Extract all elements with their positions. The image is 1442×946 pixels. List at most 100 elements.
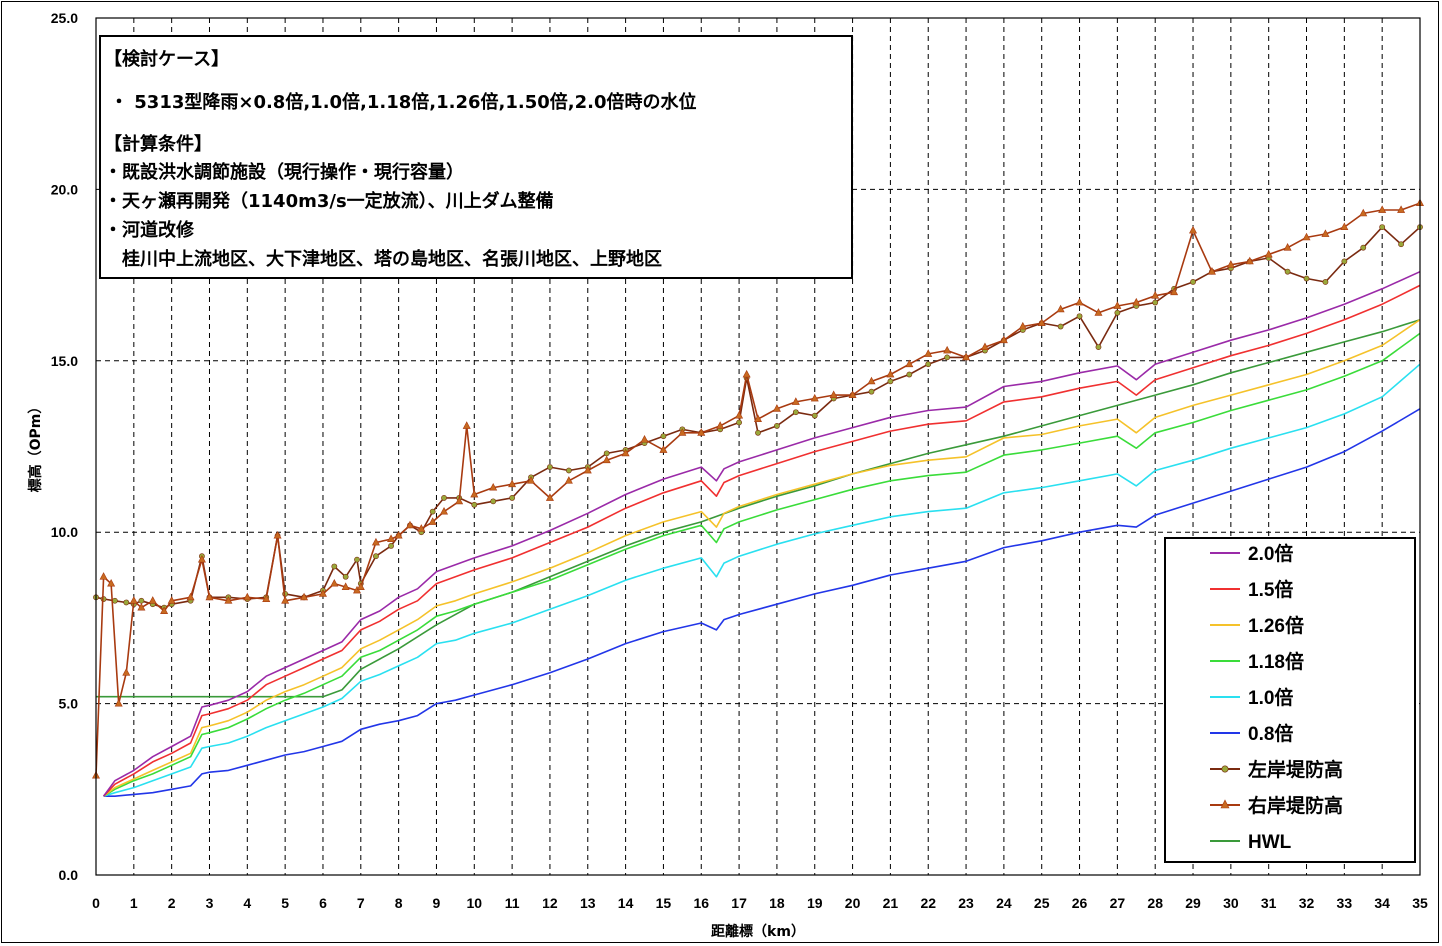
left-levee-point <box>1398 241 1404 248</box>
x-tick-label: 29 <box>1185 895 1201 911</box>
left-levee-point <box>342 573 349 580</box>
x-tick-label: 15 <box>656 895 672 911</box>
y-tick-label: 25.0 <box>51 10 78 26</box>
left-levee-point <box>1057 323 1064 330</box>
legend-marker <box>1221 765 1229 773</box>
annotation-box: 【検討ケース】 ・ 5313型降雨×0.8倍,1.0倍,1.18倍,1.26倍,… <box>99 35 853 279</box>
left-levee-point <box>1152 299 1159 306</box>
left-levee-point <box>565 467 572 474</box>
right-levee-point <box>224 596 233 604</box>
right-levee-point <box>754 414 762 422</box>
right-levee-point <box>387 534 396 542</box>
x-tick-labels: 0 1 2 3 4 5 6 7 8 9 10 11 12 13 14 15 16 17 18 19 20 21 22 23 24… <box>92 895 1428 911</box>
left-levee-point <box>354 556 360 563</box>
right-levee-point <box>829 390 838 398</box>
right-levee-point <box>114 698 123 707</box>
right-levee-point <box>621 448 630 457</box>
legend-label: 右岸堤防高 <box>1247 794 1343 817</box>
right-levee-point <box>735 411 744 419</box>
x-tick-label: 18 <box>769 895 785 911</box>
right-levee-point <box>330 578 339 587</box>
right-levee-point <box>1056 304 1065 313</box>
left-levee-point <box>660 433 667 440</box>
right-levee-point <box>886 369 895 378</box>
left-levee-point <box>429 508 436 515</box>
x-tick-label: 0 <box>92 895 100 911</box>
annotation-condition-title: 【計算条件】 <box>104 133 212 155</box>
right-levee-point <box>489 482 498 491</box>
plot-area-border <box>95 17 1421 876</box>
right-levee-point <box>772 404 781 412</box>
right-levee-point <box>462 421 471 429</box>
x-tick-label: 3 <box>206 895 214 911</box>
right-levee-point <box>440 506 449 515</box>
left-levee-point <box>792 409 799 416</box>
right-levee-point <box>455 496 464 505</box>
x-tick-label: 20 <box>845 895 861 911</box>
x-tick-label: 33 <box>1337 895 1353 911</box>
annotation-condition-4: 桂川中上流地区、大下津地区、塔の島地区、名張川地区、上野地区 <box>104 248 662 270</box>
right-levee-point <box>716 421 725 429</box>
legend-marker <box>1220 799 1230 809</box>
right-levee-point <box>1245 256 1254 265</box>
x-tick-label: 26 <box>1072 895 1088 911</box>
right-levee-point <box>999 335 1008 344</box>
left-levee-point <box>373 553 379 560</box>
left-levee-point <box>471 501 478 508</box>
right-levee-point <box>1170 287 1179 296</box>
y-tick-labels: 0.0 5.0 10.0 15.0 20.0 25.0 <box>51 10 78 883</box>
x-tick-label: 17 <box>731 895 747 911</box>
x-tick-label: 2 <box>168 895 176 911</box>
right-levee-point <box>1189 225 1198 234</box>
right-levee-point <box>905 359 914 368</box>
left-levee-point <box>925 361 932 368</box>
right-levee-point <box>148 596 157 604</box>
left-levee-point <box>906 371 913 378</box>
right-levee-point <box>341 582 350 590</box>
x-tick-label: 22 <box>920 895 936 911</box>
right-levee-point <box>1264 249 1273 258</box>
right-levee-point <box>243 592 252 601</box>
series-line-3 <box>103 332 1421 797</box>
right-levee-point <box>107 578 116 587</box>
x-tick-label: 5 <box>281 895 289 911</box>
left-levee-point <box>868 388 875 395</box>
x-tick-label: 35 <box>1412 895 1428 911</box>
left-levee-point <box>441 495 447 501</box>
right-levee-point <box>659 445 668 453</box>
annotation-condition-3: ・河道改修 <box>104 219 195 241</box>
left-levee-point <box>755 429 761 436</box>
series-line-0 <box>102 270 1421 797</box>
annotation-condition-2: ・天ヶ瀬再開発（1140m3/s一定放流）、川上ダム整備 <box>104 190 554 212</box>
legend-label: 1.26倍 <box>1248 614 1304 637</box>
x-tick-label: 28 <box>1147 895 1163 911</box>
x-tick-label: 25 <box>1034 895 1050 911</box>
x-tick-label: 24 <box>996 895 1012 911</box>
right-levee-point <box>273 530 282 539</box>
annotation-condition-1: ・既設洪水調節施設（現行操作・現行容量） <box>104 161 464 183</box>
series-line-1 <box>103 284 1421 797</box>
left-levee-point <box>1190 279 1196 285</box>
right-levee-point <box>1018 321 1027 330</box>
right-levee-point <box>564 476 573 484</box>
right-levee-point <box>205 592 214 601</box>
left-levee-point <box>388 543 394 549</box>
left-levee-point <box>1114 309 1121 316</box>
right-levee-point <box>678 428 687 436</box>
right-levee-point <box>394 530 403 539</box>
right-levee-point <box>1151 291 1160 299</box>
right-levee-point <box>508 479 517 488</box>
right-levee-point <box>137 602 146 611</box>
right-levee-point <box>791 397 800 405</box>
x-tick-label: 11 <box>505 895 520 911</box>
x-tick-label: 8 <box>395 895 403 911</box>
y-axis-label: 標高（OPm） <box>27 400 44 493</box>
right-levee-point <box>924 349 933 357</box>
right-levee-point <box>1207 267 1216 275</box>
right-levee-point <box>1378 205 1387 213</box>
right-levee-point <box>640 435 649 443</box>
left-levee-point <box>1303 275 1310 282</box>
right-levee-point <box>527 476 536 484</box>
x-tick-label: 1 <box>130 895 138 911</box>
